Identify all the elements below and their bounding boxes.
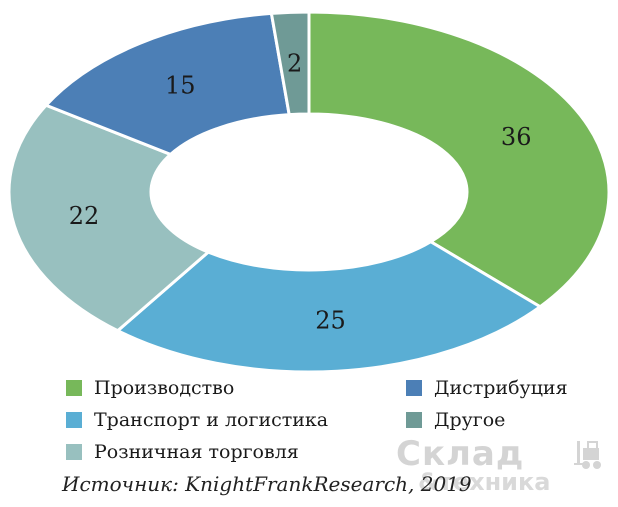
value-label-proizvodstvo: 36 — [501, 123, 532, 151]
source-note: Источник: KnightFrankResearch, 2019 — [62, 472, 472, 496]
legend-label-retail: Розничная торговля — [94, 441, 299, 463]
donut-chart: 36 25 22 15 2 — [7, 10, 611, 374]
legend-swatch-proizvodstvo — [66, 380, 82, 396]
legend-label-transport: Транспорт и логистика — [94, 409, 329, 431]
legend-label-other: Другое — [434, 409, 506, 431]
slice-transport — [115, 239, 543, 374]
legend-label-distribution: Дистрибуция — [434, 377, 568, 399]
legend-swatch-distribution — [406, 380, 422, 396]
legend-swatch-other — [406, 412, 422, 428]
legend-label-proizvodstvo: Производство — [94, 377, 235, 399]
watermark-logo: Склад &техника — [396, 436, 612, 498]
slice-distribution — [43, 11, 291, 157]
slice-retail — [7, 103, 212, 333]
legend-swatch-retail — [66, 444, 82, 460]
slice-proizvodstvo — [307, 10, 611, 309]
value-label-retail: 22 — [69, 202, 100, 230]
slice-other — [269, 10, 311, 117]
forklift-icon — [574, 441, 601, 469]
legend-item-transport: Транспорт и логистика — [66, 409, 328, 431]
slice-labels: 36 25 22 15 2 — [69, 49, 532, 334]
value-label-transport: 25 — [315, 306, 346, 334]
legend-item-distribution: Дистрибуция — [406, 377, 568, 399]
watermark-line1: Склад — [396, 434, 525, 474]
legend-item-retail: Розничная торговля — [66, 441, 299, 463]
legend-item-other: Другое — [406, 409, 505, 431]
value-label-distribution: 15 — [165, 71, 196, 99]
watermark-line2: &техника — [418, 468, 551, 496]
legend-swatch-transport — [66, 412, 82, 428]
legend-item-proizvodstvo: Производство — [66, 377, 234, 399]
value-label-other: 2 — [287, 49, 302, 77]
donut-slices — [7, 10, 611, 374]
